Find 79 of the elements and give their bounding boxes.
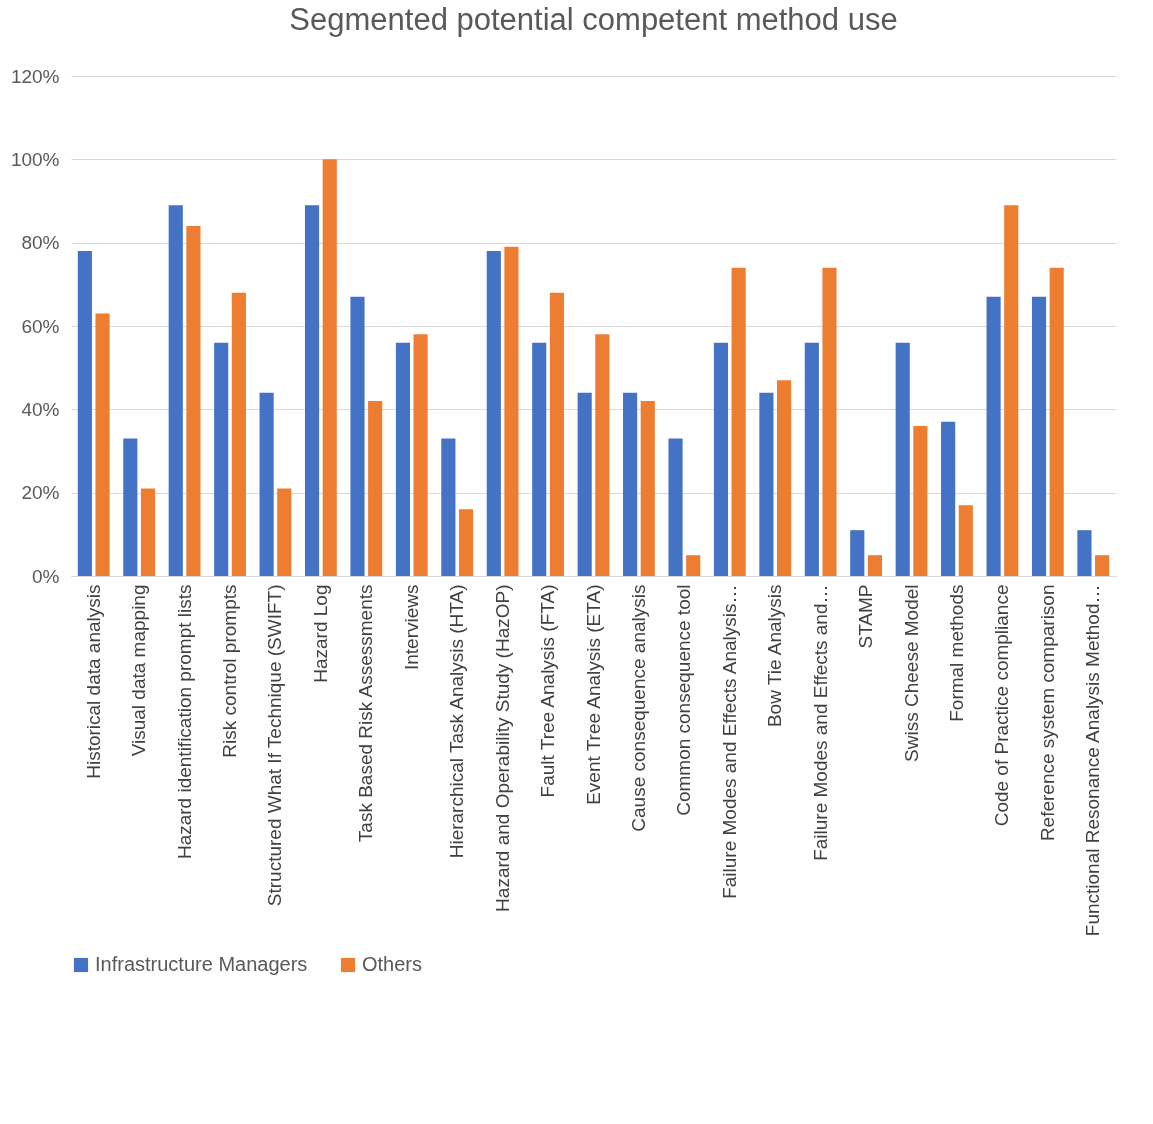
bar (259, 392, 274, 576)
bar (941, 421, 956, 576)
bar (186, 226, 201, 576)
y-tick-label: 60% (21, 315, 60, 337)
bar (713, 342, 729, 576)
bar (577, 392, 592, 576)
x-tick-label: Hierarchical Task Analysis (HTA) (446, 584, 468, 859)
bar (913, 426, 928, 576)
bar (986, 296, 1001, 576)
bar (350, 296, 365, 576)
x-tick-label: Hazard and Operability Study (HazOP) (491, 584, 513, 912)
bar (441, 438, 456, 576)
bar (549, 292, 564, 576)
y-tick-label: 0% (32, 565, 60, 587)
bar (867, 555, 883, 576)
y-tick-label: 120% (10, 65, 60, 87)
bar (458, 509, 474, 576)
x-tick-label: Common consequence tool (673, 584, 695, 816)
bar (168, 205, 183, 576)
bar (277, 488, 292, 576)
x-tick-label: Reference system comparison (1036, 584, 1058, 842)
bar (759, 392, 774, 576)
chart-title: Segmented potential competent method use (289, 2, 898, 37)
x-tick-label: Structured What If Technique (SWIFT) (264, 584, 286, 907)
x-tick-label: Functional Resonance Analysis Method… (1082, 584, 1104, 937)
bar (777, 380, 792, 576)
bar (322, 159, 337, 576)
x-tick-label: Failure Modes and Effects Analysis… (718, 584, 740, 899)
bar (1095, 555, 1110, 576)
bar (595, 334, 610, 576)
x-tick-label: Interviews (400, 584, 422, 671)
bar (822, 267, 837, 576)
bar (958, 505, 973, 576)
x-tick-label: STAMP (855, 584, 877, 649)
bar (1077, 530, 1092, 576)
x-tick-label: Task Based Risk Assessments (355, 584, 377, 843)
bar (895, 342, 910, 576)
x-tick-label: Fault Tree Analysis (FTA) (537, 584, 559, 798)
bar (214, 342, 229, 576)
x-tick-label: Historical data analysis (82, 584, 104, 779)
y-tick-label: 100% (10, 148, 60, 170)
bar (1031, 296, 1047, 576)
x-tick-label: Bow Tie Analysis (764, 584, 786, 728)
bar (123, 438, 138, 576)
x-tick-label: Risk control prompts (219, 584, 241, 758)
bar (668, 438, 683, 576)
legend-label: Infrastructure Managers (95, 953, 308, 975)
x-tick-label: Visual data mapping (128, 584, 150, 757)
y-tick-label: 20% (21, 482, 60, 504)
bar (731, 267, 746, 576)
bar (304, 205, 320, 576)
y-tick-label: 80% (21, 232, 60, 254)
x-tick-label: Hazard identification prompt lists (173, 584, 195, 860)
x-tick-label: Swiss Cheese Model (900, 584, 922, 762)
bar (850, 530, 865, 576)
bar (532, 342, 547, 576)
bar (1004, 205, 1019, 576)
bar (504, 246, 519, 576)
bar (95, 313, 110, 576)
legend-label: Others (362, 953, 423, 975)
bar (623, 392, 638, 576)
bar (486, 251, 501, 576)
x-tick-label: Failure Modes and Effects and… (809, 584, 831, 861)
bar (686, 555, 701, 576)
bar (413, 334, 428, 576)
x-tick-label: Cause consequence analysis (627, 584, 649, 832)
bar (77, 251, 92, 576)
x-tick-label: Code of Practice compliance (991, 584, 1013, 827)
x-tick-label: Hazard Log (309, 584, 331, 683)
bar (368, 401, 383, 576)
bar (140, 488, 156, 576)
bar (231, 292, 246, 576)
bar (1049, 267, 1064, 576)
x-tick-label: Event Tree Analysis (ETA) (582, 584, 604, 805)
x-tick-label: Formal methods (945, 584, 967, 722)
bar (395, 342, 410, 576)
bar (640, 401, 655, 576)
y-tick-label: 40% (21, 398, 60, 420)
bar (804, 342, 819, 576)
